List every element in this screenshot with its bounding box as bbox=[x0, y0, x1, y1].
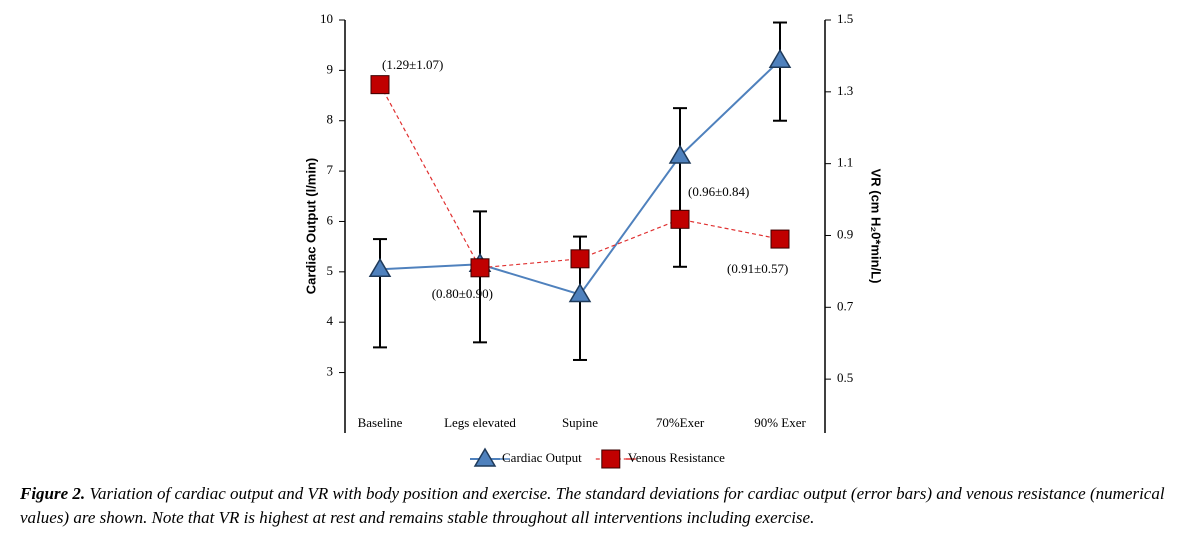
annotation: (1.29±1.07) bbox=[382, 57, 443, 72]
y-tick-label: 3 bbox=[327, 364, 334, 379]
data-point bbox=[768, 48, 792, 69]
y-tick-label: 10 bbox=[320, 11, 333, 26]
legend-marker bbox=[601, 449, 621, 469]
x-tick-label: 70%Exer bbox=[656, 415, 705, 430]
data-point bbox=[368, 257, 392, 278]
caption-text: Variation of cardiac output and VR with … bbox=[20, 484, 1165, 527]
data-point bbox=[670, 209, 690, 229]
data-point bbox=[668, 144, 692, 164]
y2-tick-label: 0.7 bbox=[837, 298, 854, 313]
data-point bbox=[370, 75, 390, 95]
x-tick-label: Baseline bbox=[358, 415, 403, 430]
data-point bbox=[770, 229, 790, 249]
y2-axis-label: VR (cm H₂0*min/L) bbox=[869, 169, 884, 284]
y-axis-label: Cardiac Output (l/min) bbox=[303, 158, 318, 295]
annotation: (0.91±0.57) bbox=[727, 261, 788, 276]
x-tick-label: Legs elevated bbox=[444, 415, 516, 430]
y2-tick-label: 0.5 bbox=[837, 370, 853, 385]
y2-tick-label: 1.5 bbox=[837, 11, 853, 26]
data-point bbox=[570, 249, 590, 269]
data-point bbox=[470, 258, 490, 278]
y-tick-label: 8 bbox=[327, 112, 334, 127]
caption: Figure 2. Variation of cardiac output an… bbox=[20, 482, 1170, 530]
y-tick-label: 6 bbox=[327, 212, 334, 227]
y-tick-label: 7 bbox=[327, 162, 334, 177]
x-tick-label: Supine bbox=[562, 415, 598, 430]
annotation: (0.96±0.84) bbox=[688, 184, 749, 199]
legend-marker bbox=[473, 447, 497, 467]
data-point bbox=[568, 283, 592, 303]
legend-label: Venous Resistance bbox=[628, 450, 725, 465]
caption-label: Figure 2. bbox=[20, 484, 86, 503]
y2-tick-label: 1.1 bbox=[837, 155, 853, 170]
y-tick-label: 5 bbox=[327, 263, 334, 278]
y2-tick-label: 1.3 bbox=[837, 83, 853, 98]
y-tick-label: 4 bbox=[327, 313, 334, 328]
annotation: (0.80±0.90) bbox=[432, 286, 493, 301]
y2-tick-label: 0.9 bbox=[837, 226, 853, 241]
chart: Cardiac Output (l/min) VR (cm H₂0*min/L)… bbox=[303, 11, 884, 469]
y-tick-label: 9 bbox=[327, 61, 334, 76]
x-tick-label: 90% Exer bbox=[754, 415, 806, 430]
legend-label: Cardiac Output bbox=[502, 450, 582, 465]
